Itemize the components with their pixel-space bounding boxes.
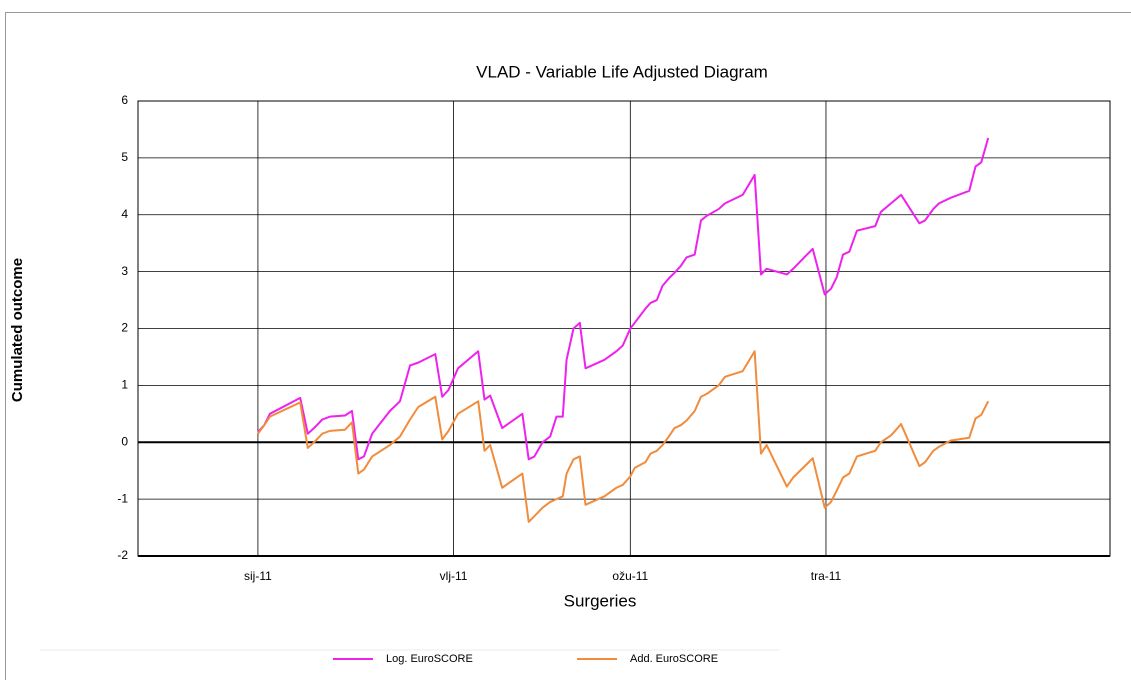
y-tick-label: 5: [121, 150, 128, 164]
chart-title: VLAD - Variable Life Adjusted Diagram: [476, 62, 768, 81]
y-tick-label: 6: [121, 93, 128, 107]
y-tick-label: 3: [121, 264, 128, 278]
frame: [5, 12, 1131, 680]
x-tick-label: sij-11: [244, 569, 272, 583]
x-tick-label: tra-11: [811, 569, 842, 583]
y-tick-label: -2: [117, 548, 128, 562]
x-tick-label: vlj-11: [440, 569, 468, 583]
series-line: [257, 350, 990, 523]
legend-label: Add. EuroSCORE: [630, 653, 718, 665]
series-line: [257, 137, 990, 461]
x-tick-label: ožu-11: [612, 569, 648, 583]
y-tick-label: 0: [121, 434, 128, 448]
y-tick-label: 1: [121, 378, 128, 392]
y-tick-label: 4: [121, 207, 128, 221]
y-axis-label: Cumulated outcome: [9, 258, 26, 402]
y-tick-label: 2: [121, 321, 128, 335]
legend-label: Log. EuroSCORE: [386, 653, 473, 665]
y-tick-label: -1: [117, 491, 128, 505]
x-axis-label: Surgeries: [564, 591, 637, 610]
